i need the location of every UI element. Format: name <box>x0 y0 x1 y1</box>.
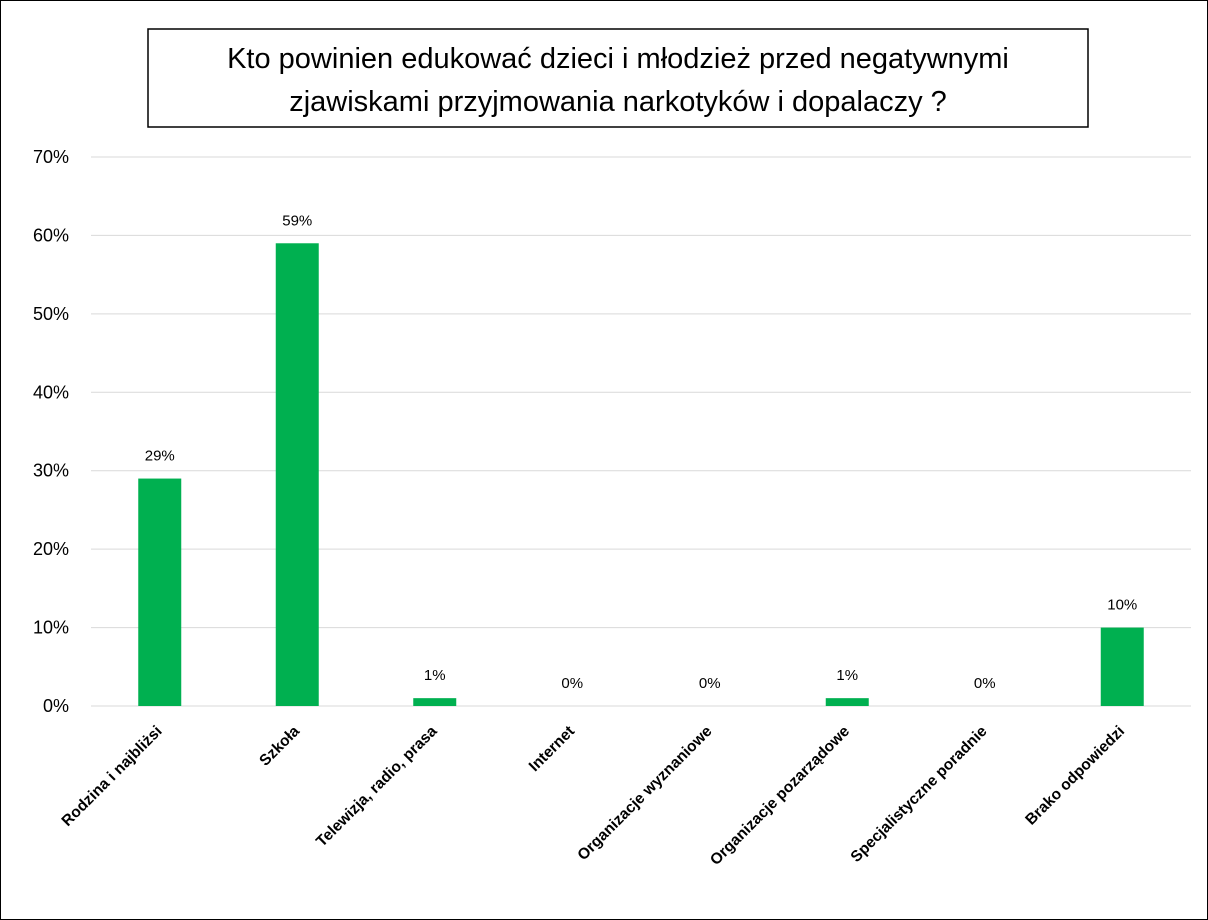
x-tick-label: Brako odpowiedzi <box>1022 723 1128 829</box>
chart-title-box: Kto powinien edukować dzieci i młodzież … <box>147 28 1089 128</box>
x-axis-tick-labels: Rodzina i najbliżsi Szkoła Telewizja, radi… <box>59 723 1129 869</box>
y-tick-label: 0% <box>43 696 69 716</box>
bar <box>1100 627 1144 706</box>
data-labels: 29% 59% 1% 0% 0% 1% 0% 10% <box>145 212 1138 692</box>
x-tick-label: Szkoła <box>256 723 303 770</box>
data-label: 59% <box>282 212 312 229</box>
y-tick-label: 10% <box>33 618 69 638</box>
bars <box>138 243 1144 706</box>
data-label: 0% <box>699 675 721 692</box>
bar <box>825 698 869 706</box>
data-label: 0% <box>974 675 996 692</box>
data-label: 10% <box>1107 597 1137 614</box>
bar <box>275 243 319 706</box>
x-tick-label: Telewizja, radio, prasa <box>313 723 441 851</box>
y-tick-label: 30% <box>33 461 69 481</box>
y-tick-label: 40% <box>33 382 69 402</box>
title-border <box>147 28 1089 128</box>
data-label: 29% <box>145 448 175 465</box>
x-tick-label: Rodzina i najbliżsi <box>59 723 166 830</box>
y-tick-label: 60% <box>33 225 69 245</box>
bar <box>138 478 182 706</box>
data-label: 1% <box>836 667 858 684</box>
y-tick-label: 20% <box>33 539 69 559</box>
gridlines <box>91 156 1191 707</box>
data-label: 0% <box>561 675 583 692</box>
y-tick-label: 70% <box>33 147 69 167</box>
x-tick-label: Organizacje wyznaniowe <box>574 723 715 864</box>
bar <box>413 698 457 706</box>
x-tick-label: Organizacje pozarządowe <box>707 723 853 869</box>
y-tick-label: 50% <box>33 304 69 324</box>
chart-title-line-2: zjawiskami przyjmowania narkotyków i dop… <box>289 86 947 118</box>
y-axis-tick-labels: 0% 10% 20% 30% 40% 50% 60% 70% <box>33 147 69 716</box>
x-tick-label: Specjalistyczne poradnie <box>848 723 991 866</box>
x-tick-label: Internet <box>526 723 578 775</box>
chart-title-line-1: Kto powinien edukować dzieci i młodzież … <box>227 43 1009 75</box>
data-label: 1% <box>424 667 446 684</box>
